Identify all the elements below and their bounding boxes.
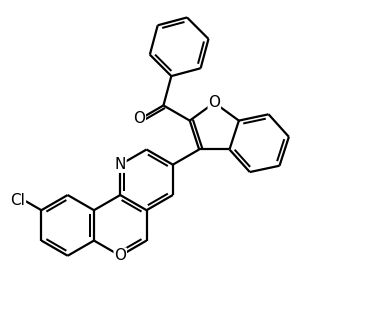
Text: O: O [114,248,126,263]
Text: O: O [208,95,220,110]
Text: Cl: Cl [11,194,25,208]
Text: O: O [133,111,145,126]
Text: N: N [115,157,126,172]
